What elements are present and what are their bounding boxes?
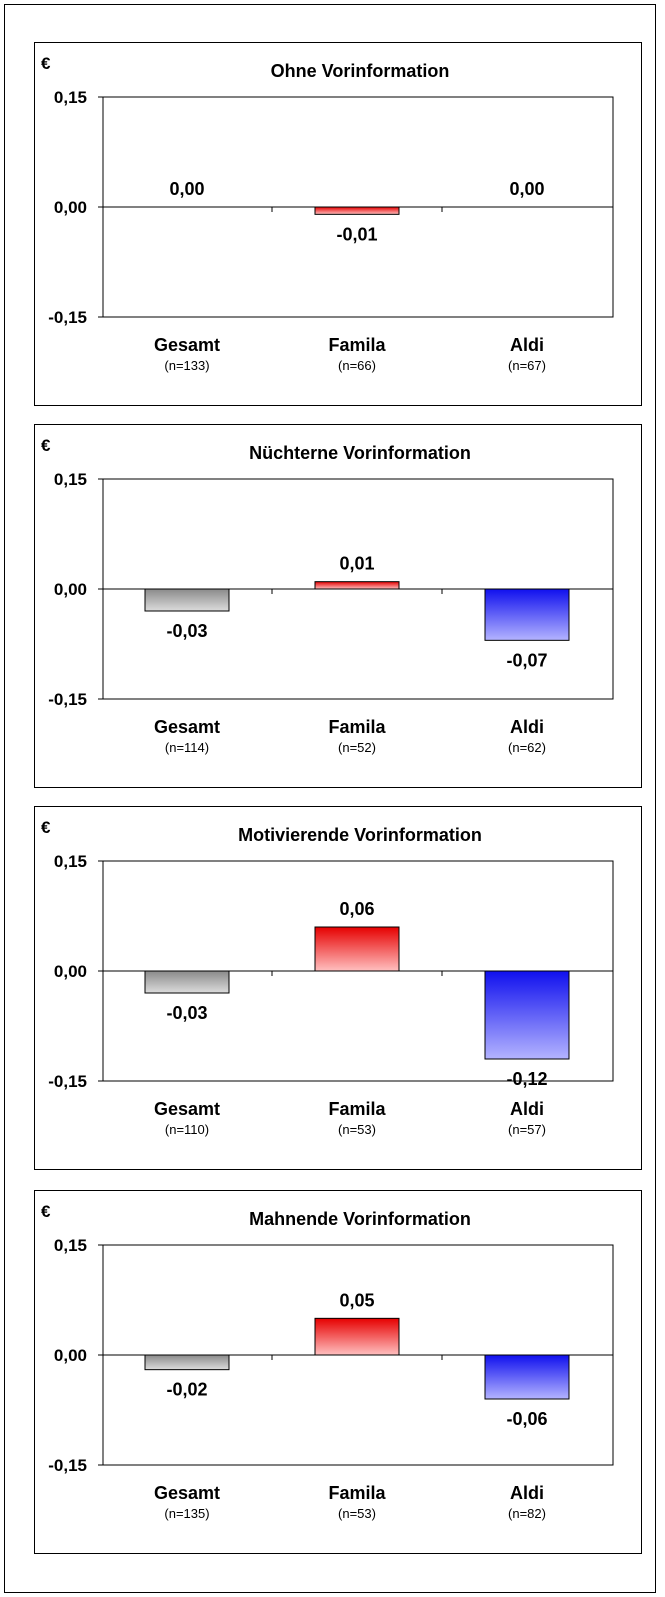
sample-size-label: (n=82) [508,1506,546,1521]
y-tick-label: 0,15 [54,852,87,871]
sample-size-label: (n=53) [338,1122,376,1137]
sample-size-label: (n=62) [508,740,546,755]
bar-famila [314,926,400,972]
category-label: Gesamt [154,1099,220,1119]
y-tick-label: 0,15 [54,1236,87,1255]
category-label: Gesamt [154,335,220,355]
data-label: -0,07 [506,650,547,670]
data-label: -0,02 [166,1380,207,1400]
category-label: Gesamt [154,717,220,737]
bar-aldi [484,588,570,641]
sample-size-label: (n=114) [165,740,209,755]
chart-svg: € Ohne Vorinformation 0,15 0,00 -0,15 0,00 Ges… [41,54,614,373]
y-tick-label: -0,15 [48,1456,87,1475]
data-label: 0,00 [169,179,204,199]
chart-title: Nüchterne Vorinformation [249,443,471,463]
sample-size-label: (n=67) [508,358,546,373]
bar-famila [314,581,400,590]
unit-label: € [41,54,51,73]
data-label: -0,03 [166,621,207,641]
data-label: -0,12 [506,1069,547,1089]
category-label: Gesamt [154,1483,220,1503]
sample-size-label: (n=135) [164,1506,209,1521]
chart-panel-4: € Mahnende Vorinformation 0,15 0,00 -0,15 -0,… [34,1190,642,1554]
unit-label: € [41,436,51,455]
chart-svg: € Mahnende Vorinformation 0,15 0,00 -0,15 -0,… [41,1202,614,1521]
y-tick-label: 0,15 [54,88,87,107]
y-tick-label: 0,00 [54,198,87,217]
sample-size-label: (n=52) [338,740,376,755]
bar-famila [314,1317,400,1356]
chart-panel-2: € Nüchterne Vorinformation 0,15 0,00 -0,15 -0… [34,424,642,788]
y-tick-label: 0,00 [54,962,87,981]
chart-svg: € Motivierende Vorinformation 0,15 0,00 -0,1… [41,818,614,1137]
y-tick-label: 0,00 [54,580,87,599]
category-label: Famila [328,1099,386,1119]
chart-title: Mahnende Vorinformation [249,1209,471,1229]
category-label: Aldi [510,1483,544,1503]
y-tick-label: 0,00 [54,1346,87,1365]
category-label: Aldi [510,335,544,355]
category-label: Famila [328,1483,386,1503]
sample-size-label: (n=53) [338,1506,376,1521]
sample-size-label: (n=110) [165,1122,209,1137]
chart-panel-3: € Motivierende Vorinformation 0,15 0,00 -0,1… [34,806,642,1170]
category-label: Aldi [510,717,544,737]
data-label: -0,06 [506,1409,547,1429]
data-label: 0,05 [339,1290,374,1310]
chart-title: Ohne Vorinformation [271,61,450,81]
bar-aldi [484,970,570,1060]
y-tick-label: 0,15 [54,470,87,489]
bar-gesamt [144,970,230,994]
data-label: -0,03 [166,1003,207,1023]
unit-label: € [41,818,51,837]
data-label: -0,01 [336,224,377,244]
y-tick-label: -0,15 [48,690,87,709]
sample-size-label: (n=57) [508,1122,546,1137]
y-tick-label: -0,15 [48,1072,87,1091]
category-label: Famila [328,335,386,355]
bar-aldi [484,1354,570,1400]
sample-size-label: (n=133) [164,358,209,373]
category-label: Aldi [510,1099,544,1119]
chart-title: Motivierende Vorinformation [238,825,482,845]
category-label: Famila [328,717,386,737]
chart-panel-1: € Ohne Vorinformation 0,15 0,00 -0,15 0,00 Ges… [34,42,642,406]
chart-svg: € Nüchterne Vorinformation 0,15 0,00 -0,15 -0… [41,436,614,755]
bar-famila [314,206,400,215]
bar-gesamt [144,588,230,612]
unit-label: € [41,1202,51,1221]
y-tick-label: -0,15 [48,308,87,327]
sample-size-label: (n=66) [338,358,376,373]
data-label: 0,00 [509,179,544,199]
bar-gesamt [144,1354,230,1371]
data-label: 0,01 [339,554,374,574]
data-label: 0,06 [339,899,374,919]
